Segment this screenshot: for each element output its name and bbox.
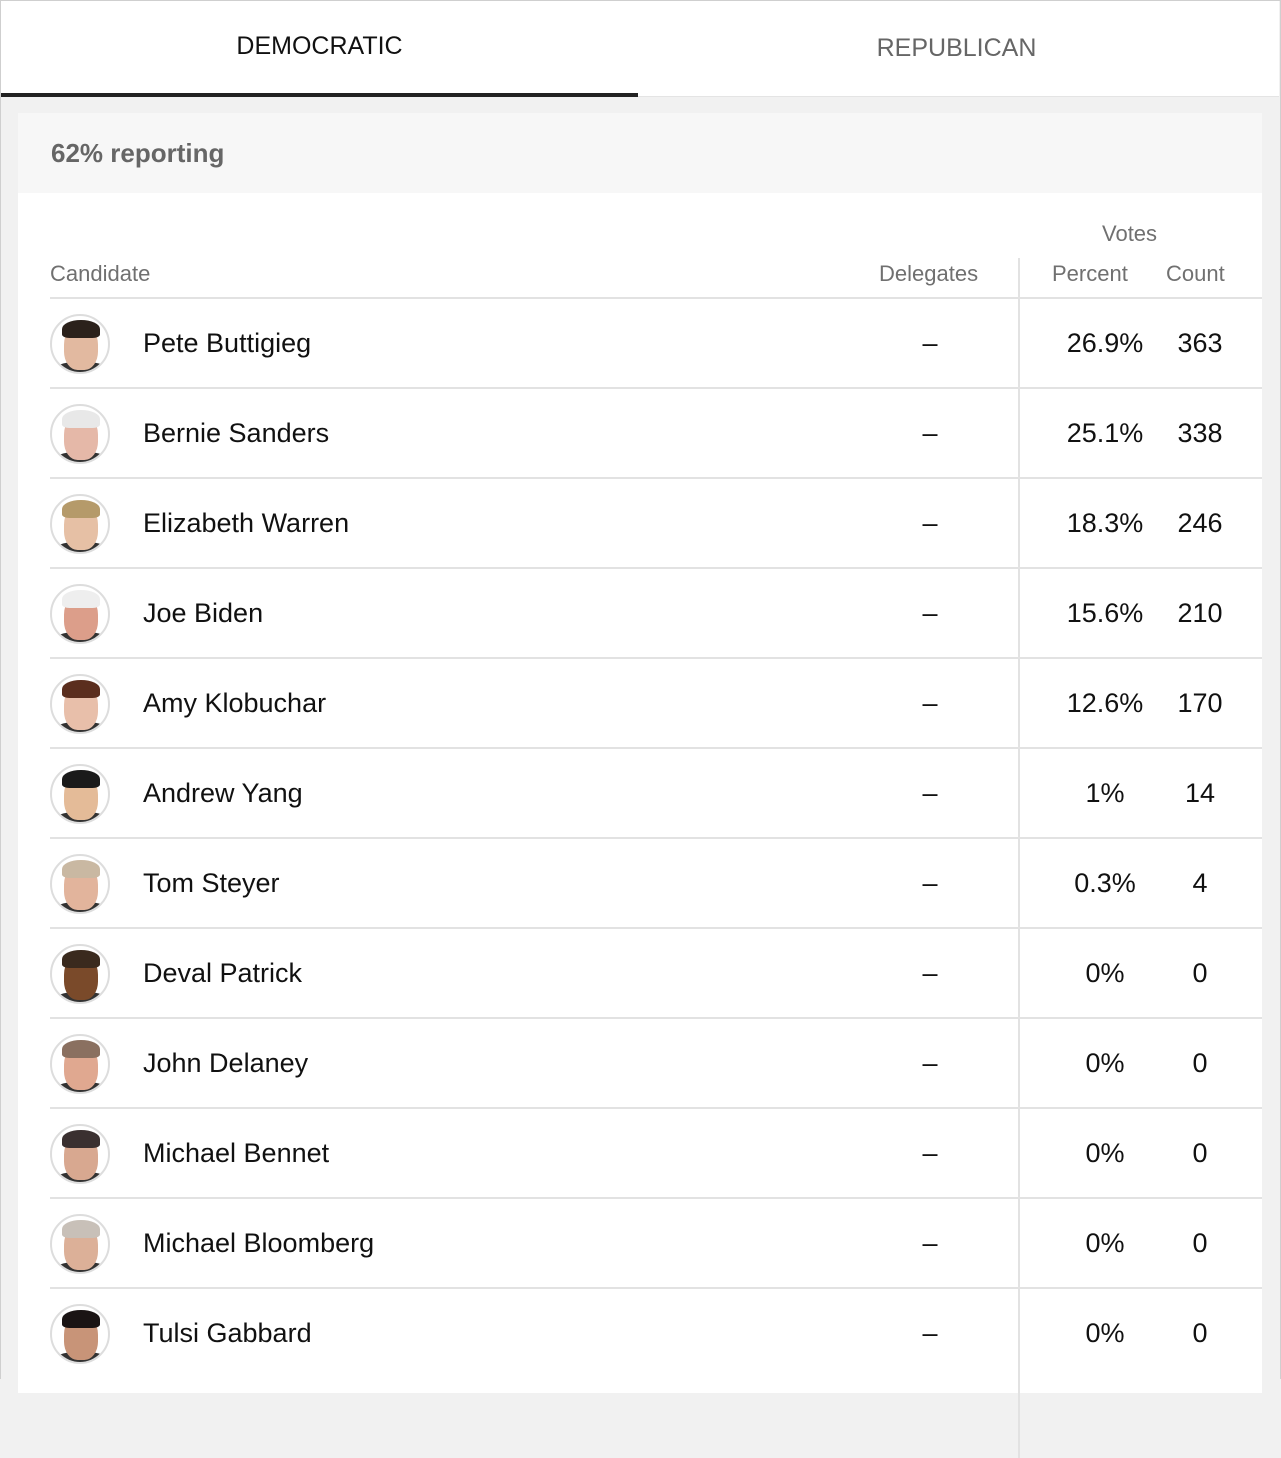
vote-count: 363 xyxy=(1177,327,1223,358)
candidate-name: Andrew Yang xyxy=(143,777,303,808)
delegates-value: – xyxy=(922,1227,938,1258)
candidate-row: John Delaney – 0% 0 xyxy=(50,1017,1262,1107)
vote-count: 210 xyxy=(1177,597,1223,628)
vote-count: 0 xyxy=(1192,1047,1208,1078)
column-divider xyxy=(1018,258,1020,1458)
vote-count: 4 xyxy=(1192,867,1208,898)
candidate-name: Amy Klobuchar xyxy=(143,687,327,718)
candidate-avatar xyxy=(50,314,110,374)
vote-percent: 26.9% xyxy=(1066,327,1144,358)
vote-count: 246 xyxy=(1177,507,1223,538)
reporting-status: 62% reporting xyxy=(18,113,1262,193)
delegates-value: – xyxy=(922,1317,938,1348)
delegates-value: – xyxy=(922,687,938,718)
vote-count: 0 xyxy=(1192,1137,1208,1168)
candidate-avatar xyxy=(50,674,110,734)
candidate-avatar xyxy=(50,1034,110,1094)
delegates-value: – xyxy=(922,507,938,538)
candidate-avatar xyxy=(50,1304,110,1364)
vote-count: 338 xyxy=(1177,417,1223,448)
vote-count: 0 xyxy=(1192,1227,1208,1258)
candidate-row: Andrew Yang – 1% 14 xyxy=(50,747,1262,837)
candidate-row: Deval Patrick – 0% 0 xyxy=(50,927,1262,1017)
vote-percent: 0% xyxy=(1085,1047,1125,1078)
votes-header: Votes xyxy=(1102,221,1158,246)
vote-count: 170 xyxy=(1177,687,1223,718)
candidate-row: Bernie Sanders – 25.1% 338 xyxy=(50,387,1262,477)
delegates-value: – xyxy=(922,417,938,448)
candidate-avatar xyxy=(50,944,110,1004)
candidate-row: Joe Biden – 15.6% 210 xyxy=(50,567,1262,657)
candidate-row: Tom Steyer – 0.3% 4 xyxy=(50,837,1262,927)
vote-percent: 15.6% xyxy=(1066,597,1144,628)
candidate-avatar xyxy=(50,854,110,914)
candidate-row: Amy Klobuchar – 12.6% 170 xyxy=(50,657,1262,747)
delegates-value: – xyxy=(922,777,938,808)
tab-republican[interactable]: REPUBLICAN xyxy=(876,33,1037,62)
delegates-value: – xyxy=(922,957,938,988)
vote-count: 14 xyxy=(1184,777,1216,808)
candidate-header: Candidate xyxy=(50,261,151,286)
candidate-avatar xyxy=(50,1214,110,1274)
candidate-avatar xyxy=(50,764,110,824)
candidate-name: Elizabeth Warren xyxy=(143,507,350,538)
vote-percent: 0% xyxy=(1085,1317,1125,1348)
party-tabs: DEMOCRATIC REPUBLICAN xyxy=(1,1,1279,97)
candidate-row: Tulsi Gabbard – 0% 0 xyxy=(50,1287,1262,1377)
vote-count: 0 xyxy=(1192,957,1208,988)
candidate-name: Michael Bennet xyxy=(143,1137,330,1168)
vote-count: 0 xyxy=(1192,1317,1208,1348)
candidate-name: Deval Patrick xyxy=(143,957,303,988)
vote-percent: 18.3% xyxy=(1066,507,1144,538)
vote-percent: 1% xyxy=(1085,777,1125,808)
candidate-avatar xyxy=(50,494,110,554)
candidate-avatar xyxy=(50,1124,110,1184)
tab-democratic[interactable]: DEMOCRATIC xyxy=(1,1,638,97)
candidate-avatar xyxy=(50,584,110,644)
candidate-name: Tom Steyer xyxy=(143,867,280,898)
candidate-row: Pete Buttigieg – 26.9% 363 xyxy=(50,297,1262,387)
vote-percent: 12.6% xyxy=(1066,687,1144,718)
candidate-row: Michael Bennet – 0% 0 xyxy=(50,1107,1262,1197)
candidate-row: Elizabeth Warren – 18.3% 246 xyxy=(50,477,1262,567)
delegates-value: – xyxy=(922,1047,938,1078)
vote-percent: 25.1% xyxy=(1066,417,1144,448)
candidate-name: Joe Biden xyxy=(143,597,264,628)
delegates-header: Delegates xyxy=(879,261,979,286)
results-card: 62% reporting Votes Candidate Delegates … xyxy=(18,113,1262,1458)
vote-percent: 0% xyxy=(1085,1137,1125,1168)
delegates-value: – xyxy=(922,327,938,358)
candidate-name: Tulsi Gabbard xyxy=(143,1317,312,1348)
percent-header: Percent xyxy=(1052,261,1128,286)
candidate-name: Bernie Sanders xyxy=(143,417,330,448)
delegates-value: – xyxy=(922,597,938,628)
vote-percent: 0% xyxy=(1085,957,1125,988)
candidate-name: John Delaney xyxy=(143,1047,309,1078)
delegates-value: – xyxy=(922,1137,938,1168)
candidate-row: Michael Bloomberg – 0% 0 xyxy=(50,1197,1262,1287)
candidate-name: Pete Buttigieg xyxy=(143,327,312,358)
candidate-avatar xyxy=(50,404,110,464)
vote-percent: 0% xyxy=(1085,1227,1125,1258)
vote-percent: 0.3% xyxy=(1074,867,1136,898)
candidate-name: Michael Bloomberg xyxy=(143,1227,375,1258)
delegates-value: – xyxy=(922,867,938,898)
count-header: Count xyxy=(1166,261,1225,286)
